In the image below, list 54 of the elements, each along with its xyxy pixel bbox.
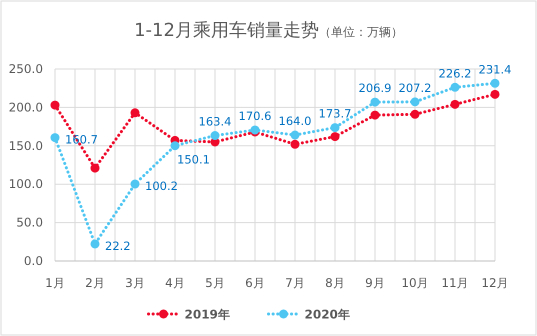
- point: [90, 164, 100, 173]
- x-tick-label: 8月: [325, 276, 345, 290]
- point: [210, 131, 220, 140]
- data-label: 22.2: [105, 238, 131, 253]
- point: [410, 97, 420, 106]
- y-tick-label: 250.0: [8, 62, 43, 76]
- data-label: 160.7: [65, 132, 98, 147]
- x-tick-label: 12月: [481, 276, 509, 290]
- y-tick-label: 50.0: [16, 216, 43, 230]
- point: [370, 98, 380, 107]
- point: [450, 100, 460, 109]
- point: [50, 133, 60, 142]
- y-tick-label: 150.0: [8, 138, 43, 153]
- legend-label: 2019年: [184, 308, 230, 322]
- point: [410, 110, 420, 119]
- data-label: 100.2: [145, 179, 178, 194]
- chart-title: 1-12月乘用车销量走势: [134, 20, 319, 41]
- x-tick-label: 10月: [401, 276, 429, 290]
- x-tick-label: 6月: [245, 276, 265, 290]
- data-label: 163.4: [198, 114, 232, 129]
- y-tick-label: 0.0: [24, 254, 43, 268]
- y-tick-label: 200.0: [8, 100, 43, 114]
- point: [50, 100, 60, 110]
- data-label: 207.2: [398, 80, 432, 95]
- x-tick-label: 1月: [45, 276, 65, 290]
- x-tick-label: 3月: [125, 276, 145, 290]
- point: [90, 239, 100, 248]
- data-label: 150.1: [177, 152, 210, 167]
- point: [490, 90, 500, 99]
- chart-subtitle: （单位：万辆）: [318, 25, 403, 39]
- data-label: 170.6: [238, 108, 272, 123]
- legend-label: 2020年: [304, 308, 350, 322]
- point: [290, 130, 300, 140]
- point: [130, 180, 140, 189]
- data-label: 173.7: [318, 106, 352, 121]
- x-tick-label: 5月: [205, 276, 225, 290]
- point: [450, 82, 460, 92]
- data-label: 231.4: [478, 62, 512, 76]
- x-tick-label: 9月: [365, 276, 385, 290]
- point: [290, 140, 300, 149]
- data-label: 226.2: [438, 66, 472, 80]
- y-tick-label: 100.0: [8, 177, 43, 192]
- x-tick-label: 2月: [85, 276, 105, 290]
- point: [490, 78, 500, 88]
- point: [370, 110, 380, 120]
- data-label: 164.0: [278, 114, 312, 128]
- point: [170, 141, 180, 150]
- point: [330, 123, 340, 132]
- point: [130, 108, 140, 118]
- x-tick-label: 4月: [165, 276, 185, 290]
- x-tick-label: 11月: [441, 276, 469, 290]
- point: [330, 132, 340, 142]
- x-tick-label: 7月: [285, 276, 305, 290]
- data-label: 206.9: [358, 81, 392, 96]
